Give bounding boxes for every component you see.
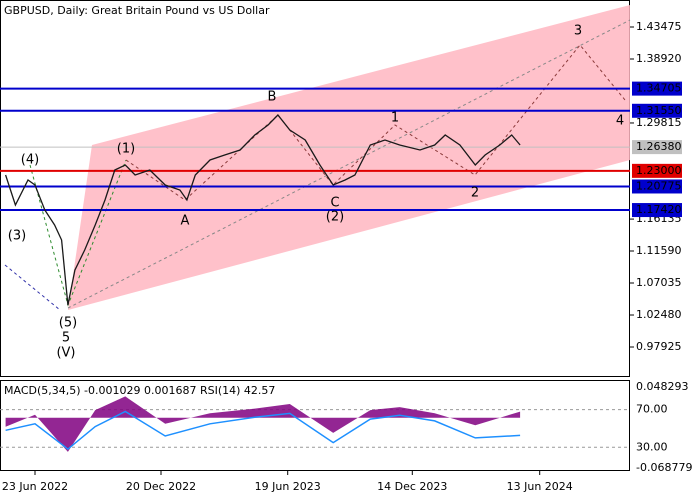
y-tick-label: 0.97925 <box>636 340 682 353</box>
wave-label: (1) <box>117 142 135 157</box>
macd-tick-label: 0.048293 <box>636 380 689 393</box>
wave-label: 4 <box>616 114 624 129</box>
current-price-label: 1.26380 <box>636 140 682 153</box>
y-tick-label: 1.43475 <box>636 20 682 33</box>
price-line <box>4 114 521 306</box>
current-price-box <box>632 140 682 155</box>
macd-tick-label: -0.068779 <box>636 461 692 474</box>
macd-area <box>5 396 521 452</box>
y-tick-label: 1.11590 <box>636 244 682 257</box>
level-box <box>632 103 682 118</box>
y-tick-label: 1.38920 <box>636 52 682 65</box>
wave-label: 5 <box>62 331 70 346</box>
wave-label: (2) <box>326 210 344 225</box>
level-label: 1.20775 <box>636 179 682 192</box>
level-box <box>632 81 682 96</box>
wave-label: B <box>268 90 277 105</box>
level-box <box>632 163 682 178</box>
wave-label: (3) <box>8 229 26 244</box>
level-label: 1.34705 <box>636 82 682 95</box>
level-label: 1.17420 <box>636 203 682 216</box>
wave-label: 1 <box>391 111 399 126</box>
x-tick-label: 13 Jun 2024 <box>507 480 573 493</box>
wave-label: 2 <box>471 186 479 201</box>
level-box <box>632 179 682 194</box>
wave-label: (4) <box>21 153 39 168</box>
wave-label: (5) <box>59 316 77 331</box>
y-tick-label: 1.07035 <box>636 276 682 289</box>
wave-label: 3 <box>574 24 582 39</box>
wave-label: (V) <box>56 346 75 361</box>
level-box <box>632 203 682 218</box>
rsi-tick-label: 30.00 <box>636 440 668 453</box>
x-tick-label: 14 Dec 2023 <box>377 480 447 493</box>
level-label: 1.23000 <box>636 164 682 177</box>
wave-label: A <box>181 214 190 229</box>
trend-channel <box>68 5 630 310</box>
indicator-frame <box>0 380 630 471</box>
y-tick-label: 1.02480 <box>636 308 682 321</box>
indicator-title: MACD(5,34,5) -0.001029 0.001687 RSI(14) … <box>4 384 275 397</box>
x-tick-label: 19 Jun 2023 <box>255 480 321 493</box>
wave-label: C <box>330 196 339 211</box>
rsi-tick-label: 70.00 <box>636 403 668 416</box>
rsi-line <box>5 410 521 451</box>
level-label: 1.31550 <box>636 104 682 117</box>
x-tick-label: 20 Dec 2022 <box>126 480 196 493</box>
y-tick-label: 1.29815 <box>636 116 682 129</box>
chart-title: GBPUSD, Daily: Great Britain Pound vs US… <box>4 4 270 17</box>
x-tick-label: 23 Jun 2022 <box>2 480 68 493</box>
